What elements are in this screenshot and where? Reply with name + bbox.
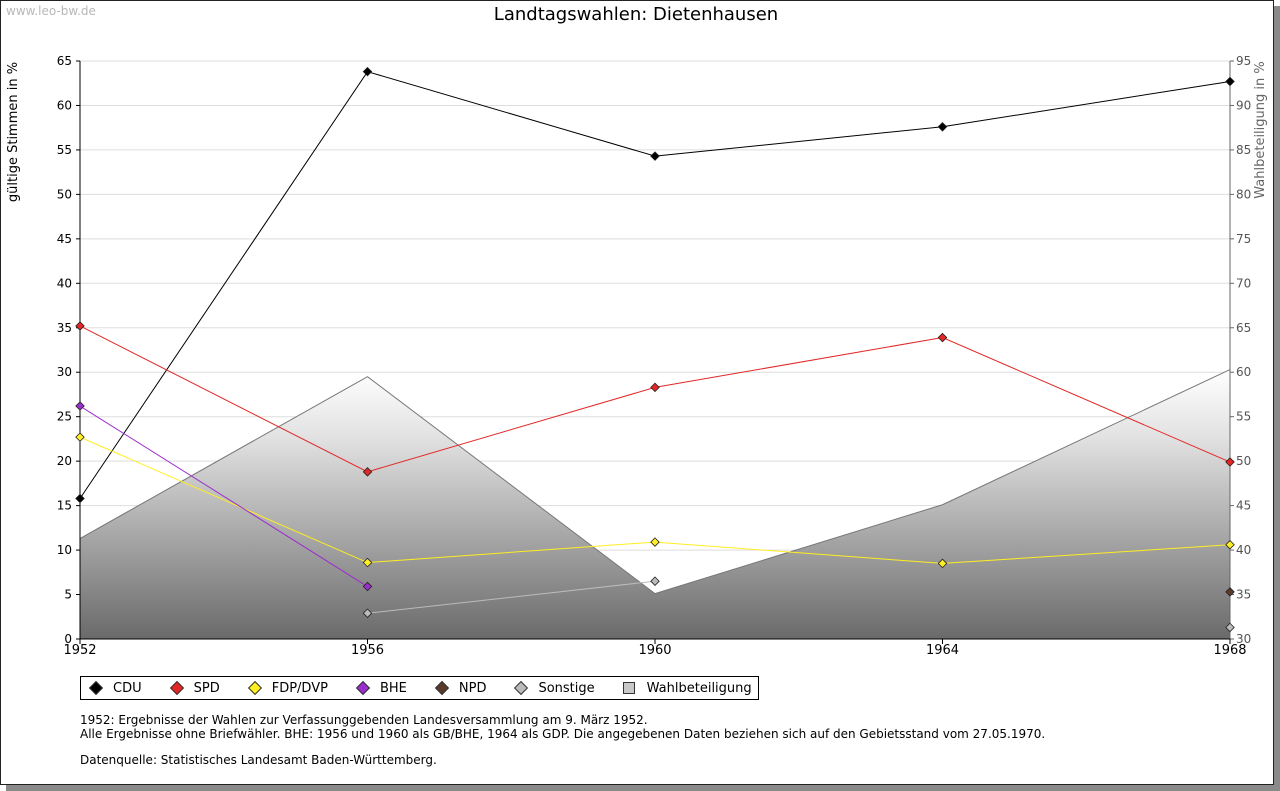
point-cdu-1968: [1225, 76, 1235, 87]
legend-marker-fdp-dvp: [247, 680, 262, 696]
y-tick-label-30: 30: [57, 365, 72, 379]
legend-label-fdp-dvp: FDP/DVP: [271, 680, 328, 696]
y2-tick-label-80: 80: [1236, 187, 1251, 201]
y-tick-label-40: 40: [57, 276, 72, 290]
y2-tick-label-75: 75: [1236, 232, 1251, 246]
legend-label-cdu: CDU: [113, 680, 142, 696]
y-tick-label-65: 65: [57, 54, 72, 68]
x-tick-label-1964: 1964: [926, 643, 959, 658]
data-source: Datenquelle: Statistisches Landesamt Bad…: [80, 753, 437, 767]
point-cdu-1956: [362, 66, 373, 77]
y2-tick-label-50: 50: [1236, 454, 1251, 468]
legend-item-sonstige: Sonstige: [510, 680, 595, 696]
legend-marker-spd: [169, 680, 184, 696]
point-fdp-dvp-1960: [650, 537, 660, 547]
legend-marker-bhe: [355, 680, 371, 696]
point-spd-1952: [75, 321, 85, 331]
y-tick-label-20: 20: [57, 454, 72, 468]
legend-label-wahlbeteiligung: Wahlbeteiligung: [646, 680, 752, 696]
chart-title: Landtagswahlen: Dietenhausen: [493, 4, 779, 25]
y2-tick-label-30: 30: [1236, 632, 1251, 646]
y-tick-label-60: 60: [57, 98, 72, 112]
legend-item-spd: SPD: [166, 681, 220, 696]
series-line-sonstige: [367, 580, 656, 614]
y2-tick-label-40: 40: [1236, 543, 1251, 557]
y2-tick-label-45: 45: [1236, 499, 1251, 513]
legend-label-bhe: BHE: [379, 680, 407, 696]
point-bhe-1952: [75, 401, 85, 411]
legend-label-npd: NPD: [458, 680, 487, 696]
point-cdu-1964: [937, 122, 948, 132]
point-spd-1960: [650, 382, 660, 393]
legend-marker-wahlbeteiligung: [622, 682, 635, 694]
legend-item-wahlbeteiligung: Wahlbeteiligung: [619, 681, 752, 696]
legend-label-spd: SPD: [193, 680, 220, 696]
y2-tick-label-95: 95: [1236, 54, 1251, 68]
y2-tick-label-70: 70: [1236, 276, 1251, 290]
point-spd-1956: [362, 467, 373, 477]
point-npd-1968: [1225, 587, 1235, 597]
point-sonstige-1956: [362, 608, 373, 618]
point-fdp-dvp-1964: [937, 558, 948, 569]
y-tick-label-15: 15: [57, 499, 72, 513]
y-tick-label-45: 45: [57, 232, 72, 246]
series-line-cdu: [79, 71, 1231, 499]
y-tick-label-55: 55: [57, 143, 72, 157]
y-tick-label-35: 35: [57, 321, 72, 335]
legend-marker-cdu: [88, 680, 104, 696]
x-tick-label-1960: 1960: [638, 643, 671, 658]
y-tick-label-10: 10: [57, 543, 72, 557]
turnout-area: [80, 369, 1230, 639]
turnout-line: [79, 369, 1231, 595]
x-tick-label-1952: 1952: [63, 643, 96, 658]
chart-legend: CDU SPD FDP/DVP BHE NPD Sonstige Wahlbeteiligu…: [80, 676, 759, 700]
legend-item-fdp-dvp: FDP/DVP: [244, 681, 328, 696]
x-tick-label-1968: 1968: [1213, 643, 1246, 658]
y-tick-label-5: 5: [64, 588, 72, 602]
watermark: www.leo-bw.de: [6, 4, 96, 18]
point-cdu-1960: [650, 151, 660, 161]
point-spd-1968: [1225, 457, 1235, 467]
x-tick-label-1956: 1956: [351, 643, 384, 658]
y-tick-label-50: 50: [57, 187, 72, 201]
y2-tick-label-85: 85: [1236, 143, 1251, 157]
chart-plot: 0 5 10 15 20 25 30 35 40 45 50 55 60 65 30 35 40 45 50 55 60…: [6, 54, 1268, 658]
legend-item-bhe: BHE: [352, 681, 407, 696]
y-axis-label: gültige Stimmen in %: [6, 62, 21, 202]
point-fdp-dvp-1968: [1225, 539, 1235, 550]
y2-tick-label-55: 55: [1236, 410, 1251, 424]
note-line-1: 1952: Ergebnisse der Wahlen zur Verfassu…: [80, 713, 648, 727]
point-fdp-dvp-1956: [362, 557, 373, 568]
y2-axis-label: Wahlbeteiligung in %: [1253, 61, 1268, 198]
y2-tick-label-35: 35: [1236, 588, 1251, 602]
note-line-2: Alle Ergebnisse ohne Briefwähler. BHE: 1…: [80, 727, 1046, 741]
legend-item-cdu: CDU: [85, 681, 142, 696]
y2-tick-label-65: 65: [1236, 321, 1251, 335]
legend-label-sonstige: Sonstige: [538, 680, 595, 696]
point-bhe-1956: [362, 581, 373, 592]
y-tick-label-25: 25: [57, 410, 72, 424]
point-sonstige-1960: [650, 576, 660, 586]
y2-tick-label-90: 90: [1236, 98, 1251, 112]
y2-tick-label-60: 60: [1236, 365, 1251, 379]
point-fdp-dvp-1952: [75, 432, 85, 442]
series-line-bhe: [79, 405, 368, 587]
point-cdu-1952: [75, 493, 85, 504]
legend-marker-npd: [434, 680, 449, 696]
point-spd-1964: [937, 332, 948, 343]
point-sonstige-1968: [1225, 622, 1235, 633]
y-tick-label-0: 0: [64, 632, 72, 646]
chart-notes: 1952: Ergebnisse der Wahlen zur Verfassu…: [80, 713, 1045, 767]
legend-item-npd: NPD: [431, 680, 487, 696]
legend-marker-sonstige: [514, 680, 529, 696]
